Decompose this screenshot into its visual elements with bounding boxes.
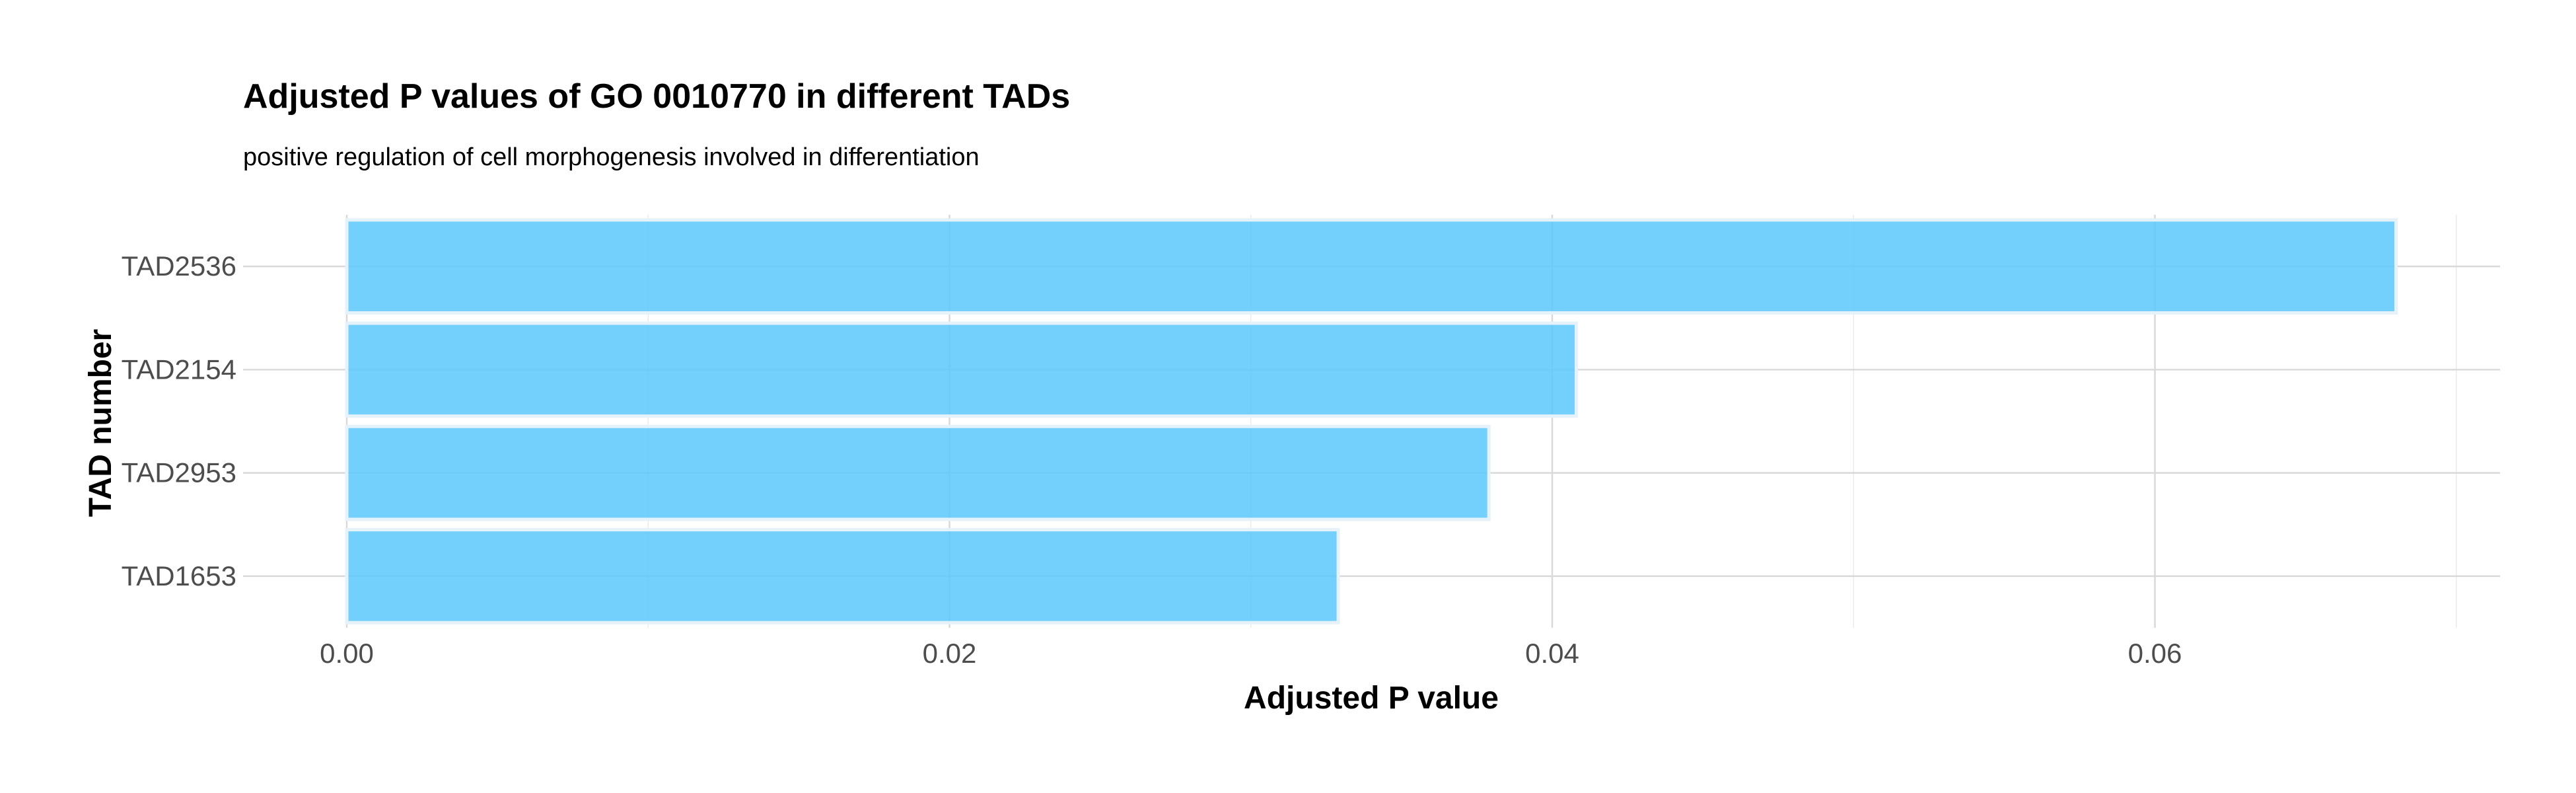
x-axis-title: Adjusted P value [1244, 681, 1499, 716]
y-tick-label: TAD2536 [122, 250, 236, 282]
bar-tad1653 [345, 528, 1340, 624]
x-tick-label: 0.04 [1525, 638, 1579, 669]
chart-title: Adjusted P values of GO 0010770 in diffe… [243, 77, 1070, 116]
y-tick-label: TAD2953 [122, 457, 236, 488]
y-axis-ticks: TAD2536 TAD2154 TAD2953 TAD1653 [122, 250, 236, 591]
x-tick-label: 0.06 [2128, 638, 2182, 669]
bar-tad2953 [345, 424, 1491, 521]
x-tick-label: 0.02 [923, 638, 977, 669]
y-tick-label: TAD1653 [122, 560, 236, 591]
y-tick-label: TAD2154 [122, 354, 236, 385]
x-tick-label: 0.00 [320, 638, 374, 669]
bar-layer [345, 218, 2398, 624]
bar-tad2154 [345, 321, 1578, 418]
bar-tad2536 [345, 218, 2398, 315]
y-axis-title: TAD number [83, 329, 118, 517]
chart-subtitle: positive regulation of cell morphogenesi… [243, 143, 980, 171]
x-axis-ticks: 0.00 0.02 0.04 0.06 [320, 638, 2182, 669]
